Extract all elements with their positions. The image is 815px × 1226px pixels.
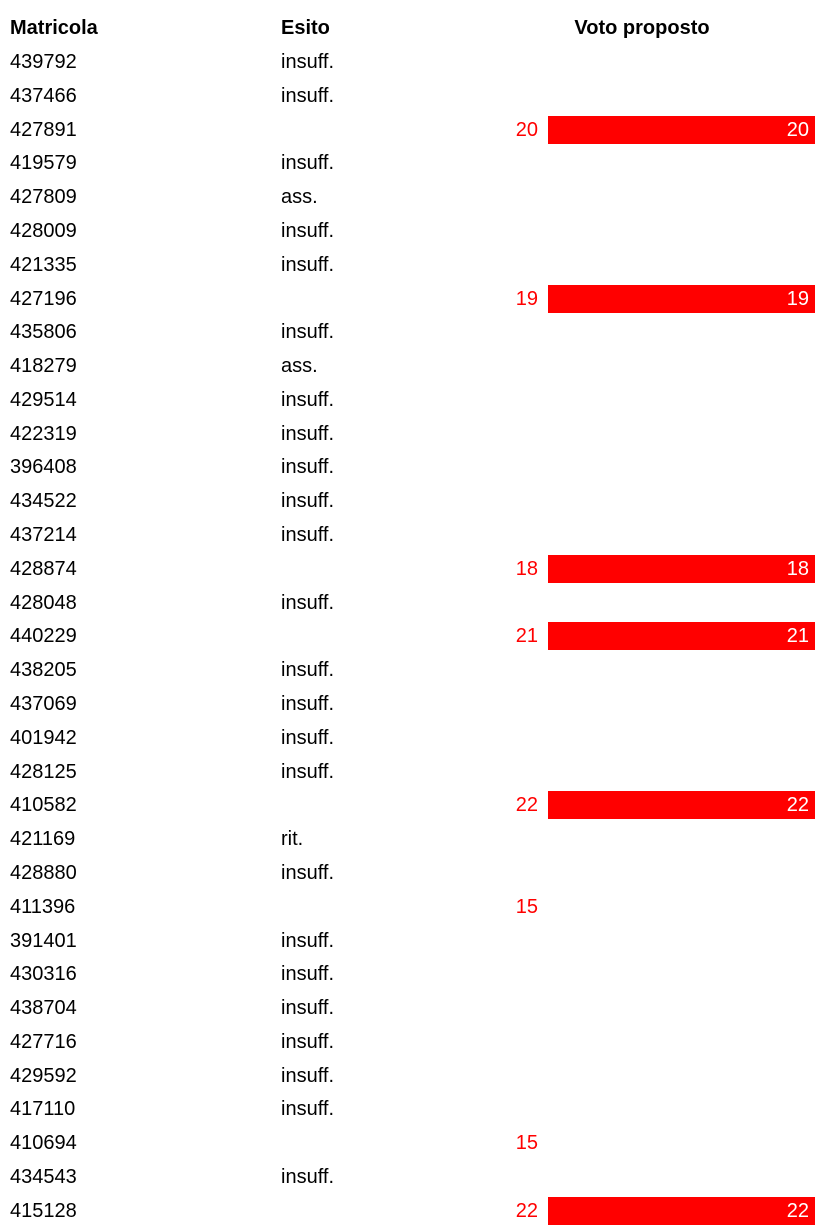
matricola: 437214 bbox=[10, 524, 77, 547]
esito: insuff. bbox=[281, 84, 334, 107]
matricola: 427196 bbox=[10, 287, 77, 310]
esito: insuff. bbox=[281, 1166, 334, 1189]
matricola: 401942 bbox=[10, 726, 77, 749]
matricola: 428009 bbox=[10, 219, 77, 242]
matricola: 440229 bbox=[10, 625, 77, 648]
voto: 15 bbox=[515, 895, 538, 918]
esito: insuff. bbox=[281, 152, 334, 175]
matricola: 439792 bbox=[10, 51, 77, 73]
matricola: 428880 bbox=[10, 861, 77, 884]
esito: insuff. bbox=[281, 51, 334, 73]
matricola: 437069 bbox=[10, 693, 77, 715]
data-bar: 22 bbox=[548, 791, 815, 820]
matricola: 428125 bbox=[10, 760, 77, 783]
data-bar: 22 bbox=[548, 1196, 815, 1225]
matricola: 427716 bbox=[10, 1030, 77, 1053]
data-bar-label: 22 bbox=[786, 794, 809, 817]
matricola: 421169 bbox=[10, 828, 76, 851]
matricola: 417110 bbox=[10, 1098, 76, 1121]
esito: insuff. bbox=[281, 997, 334, 1020]
data-bar-label: 22 bbox=[786, 1199, 809, 1222]
matricola: 430316 bbox=[10, 963, 77, 986]
matricola: 435806 bbox=[10, 321, 77, 344]
header-cell: Matricola bbox=[10, 17, 98, 39]
esito: insuff. bbox=[281, 1098, 334, 1121]
matricola: 438205 bbox=[10, 659, 77, 682]
matricola: 429592 bbox=[10, 1064, 77, 1087]
matricola: 396408 bbox=[10, 456, 77, 479]
matricola: 422319 bbox=[10, 422, 77, 445]
matricola: 415128 bbox=[10, 1199, 77, 1222]
data-bar: 21 bbox=[548, 622, 815, 651]
matricola: 410694 bbox=[10, 1132, 77, 1155]
matricola: 391401 bbox=[10, 929, 77, 952]
matricola: 418279 bbox=[10, 355, 77, 378]
matricola: 428874 bbox=[10, 557, 77, 580]
esito: insuff. bbox=[281, 693, 334, 715]
esito: insuff. bbox=[281, 490, 334, 513]
voto: 18 bbox=[515, 557, 538, 580]
esito: insuff. bbox=[281, 524, 334, 547]
esito: insuff. bbox=[281, 422, 334, 445]
data-bar: 20 bbox=[548, 115, 815, 144]
data-bar-label: 20 bbox=[786, 118, 809, 141]
matricola: 419579 bbox=[10, 152, 77, 175]
header-cell: Esito bbox=[281, 17, 330, 39]
esito: insuff. bbox=[281, 726, 334, 749]
voto: 19 bbox=[515, 287, 538, 310]
voto: 21 bbox=[515, 625, 538, 648]
esito: insuff. bbox=[281, 219, 334, 242]
matricola: 434522 bbox=[10, 490, 77, 513]
matricola: 429514 bbox=[10, 388, 77, 411]
esito: ass. bbox=[281, 355, 318, 378]
matricola: 437466 bbox=[10, 84, 77, 107]
data-bar-label: 18 bbox=[786, 557, 809, 580]
matricola: 410582 bbox=[10, 794, 77, 817]
esito: insuff. bbox=[281, 760, 334, 783]
esito: insuff. bbox=[281, 253, 334, 276]
matricola: 428048 bbox=[10, 591, 77, 614]
esito: insuff. bbox=[281, 1030, 334, 1053]
esito: insuff. bbox=[281, 1064, 334, 1087]
data-bar-label: 21 bbox=[786, 625, 809, 648]
header-cell: Voto proposto bbox=[574, 17, 710, 39]
esito: insuff. bbox=[281, 929, 334, 952]
matricola: 438704 bbox=[10, 997, 77, 1020]
matricola: 434543 bbox=[10, 1166, 77, 1189]
matricola: 427809 bbox=[10, 186, 77, 209]
esito: insuff. bbox=[281, 591, 334, 614]
voto: 22 bbox=[515, 1199, 538, 1222]
matricola: 411396 bbox=[10, 895, 76, 918]
esito: insuff. bbox=[281, 861, 334, 884]
matricola: 427891 bbox=[10, 118, 77, 141]
esito: insuff. bbox=[281, 388, 334, 411]
data-bar: 19 bbox=[548, 284, 815, 313]
esito: ass. bbox=[281, 186, 318, 209]
data-bar: 18 bbox=[548, 554, 815, 583]
esito: insuff. bbox=[281, 456, 334, 479]
esito: insuff. bbox=[281, 659, 334, 682]
voto: 15 bbox=[515, 1132, 538, 1155]
esito: insuff. bbox=[281, 321, 334, 344]
voto: 20 bbox=[515, 118, 538, 141]
esito: insuff. bbox=[281, 963, 334, 986]
data-bar-label: 19 bbox=[786, 287, 809, 310]
matricola: 421335 bbox=[10, 253, 77, 276]
esito: rit. bbox=[281, 828, 304, 851]
voto: 22 bbox=[515, 794, 538, 817]
